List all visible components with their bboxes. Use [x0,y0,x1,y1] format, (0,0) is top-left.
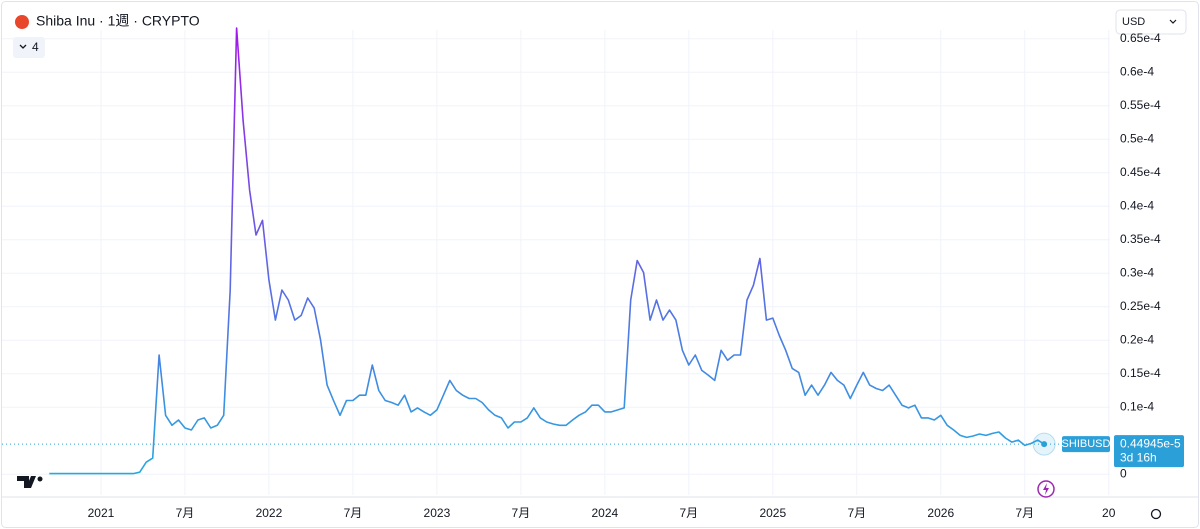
x-tick-label: 2023 [424,506,451,520]
chevron [19,44,27,49]
x-tick-label: 7月 [1015,506,1034,520]
currency: USD [1122,16,1145,28]
x-tick-label: 7月 [176,506,195,520]
y-tick-label: 0.55e-4 [1120,98,1161,112]
y-tick-label: 0.65e-4 [1120,31,1161,45]
symbol-tag [1062,436,1110,453]
last-point [1041,441,1048,448]
y-tick-label: 0.5e-4 [1120,131,1154,145]
x-tick-label: 20 [1102,506,1116,520]
x-tick-label: 7月 [512,506,531,520]
indicator-toggle[interactable] [13,37,45,58]
y-tick-label: 0.3e-4 [1120,265,1154,279]
settings-icon[interactable] [1150,508,1162,520]
x-tick-label: 2026 [927,506,954,520]
symbol-tag-text: SHIBUSD [1062,438,1111,450]
y-tick-label: 0.2e-4 [1120,332,1154,346]
x-tick-label: 2024 [592,506,619,520]
event-icon[interactable] [1037,480,1055,498]
y-tick-label: 0.45e-4 [1120,165,1161,179]
x-tick-label: 7月 [344,506,363,520]
x-tick-label: 2025 [759,506,786,520]
chevron [1169,19,1177,24]
currency-button[interactable] [1115,9,1187,35]
x-tick-label: 2022 [256,506,283,520]
y-tick-label: 0.1e-4 [1120,399,1154,413]
tv-logo-dot [37,476,43,482]
y-tick-label: 0.15e-4 [1120,366,1161,380]
x-tick-label: 7月 [679,506,698,520]
y-tick-label: 0.35e-4 [1120,232,1161,246]
tv-logo [17,476,36,488]
countdown: 3d 16h [1120,450,1157,464]
price-line [49,27,1045,475]
price-tag [1114,435,1184,468]
indicator-count: 4 [32,40,39,54]
x-tick-label: 2021 [88,506,115,520]
x-tick-label: 7月 [847,506,866,520]
lightning [1043,483,1049,495]
y-tick-label: 0.6e-4 [1120,64,1154,78]
price-tag-text: 0.44945e-5 [1120,436,1181,450]
symbol-icon [15,15,29,29]
chart-title: Shiba Inu · 1週 · CRYPTO [36,13,200,29]
y-tick-label: 0.4e-4 [1120,198,1154,212]
y-tick-label: 0 [1120,466,1127,480]
y-tick-label: 0.25e-4 [1120,299,1161,313]
